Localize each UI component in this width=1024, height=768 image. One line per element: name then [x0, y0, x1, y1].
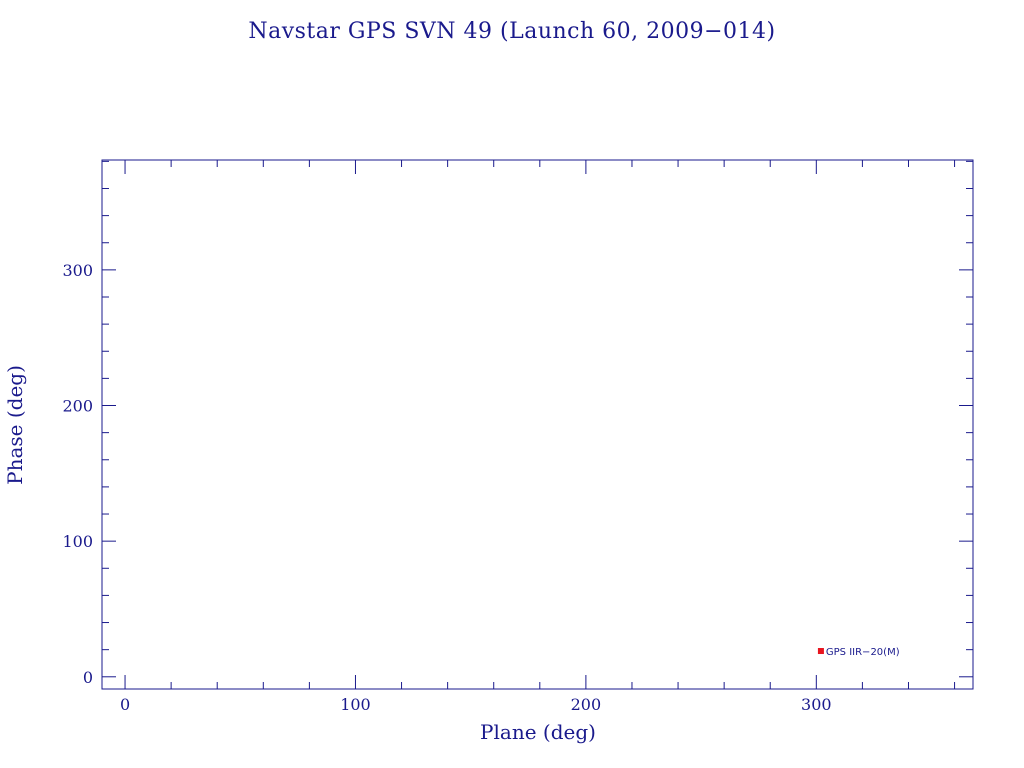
- x-tick-label: 0: [120, 695, 130, 714]
- y-tick-label: 0: [83, 668, 93, 687]
- point-label: GPS IIR−20(M): [826, 647, 900, 658]
- y-tick-label: 200: [62, 397, 93, 416]
- data-points: GPS IIR−20(M): [817, 647, 900, 658]
- tick-marks: [102, 160, 973, 689]
- y-axis-title: Phase (deg): [3, 365, 27, 485]
- scatter-point: [817, 648, 824, 655]
- x-tick-labels: 0 100 200 300: [120, 695, 832, 714]
- x-tick-label: 100: [340, 695, 371, 714]
- y-tick-label: 300: [62, 261, 93, 280]
- chart-title: Navstar GPS SVN 49 (Launch 60, 2009−014): [248, 19, 775, 44]
- x-tick-label: 300: [801, 695, 832, 714]
- plot-frame: [101, 159, 974, 690]
- x-axis-title: Plane (deg): [480, 720, 596, 744]
- y-tick-label: 100: [62, 532, 93, 551]
- x-tick-label: 200: [571, 695, 602, 714]
- y-tick-labels: 0 100 200 300: [62, 261, 93, 687]
